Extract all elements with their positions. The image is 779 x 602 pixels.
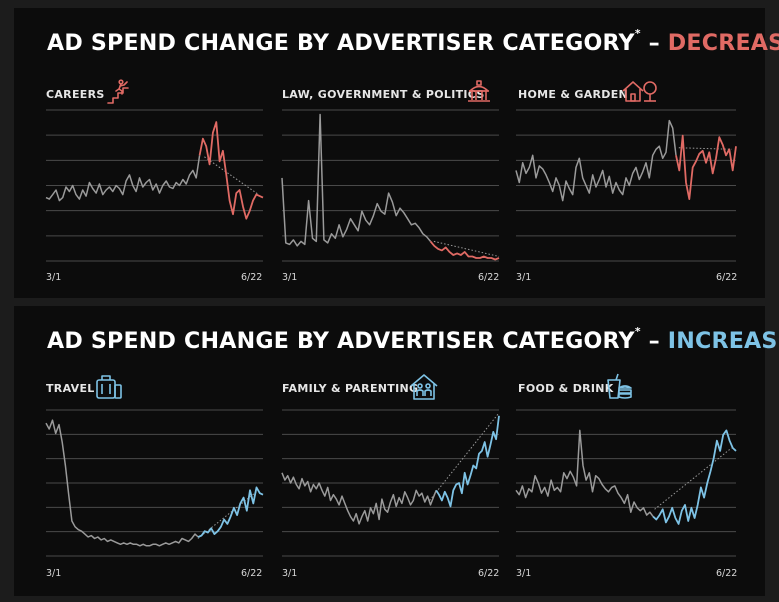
x-tick-end: 6/22	[241, 568, 263, 579]
house-tree-icon	[622, 81, 657, 102]
series-line-highlight	[435, 415, 500, 508]
chart-title: FOOD & DRINK	[518, 382, 614, 395]
series-line-highlight	[198, 121, 264, 220]
luggage-icon	[96, 375, 122, 399]
increases-headline: AD SPEND CHANGE BY ADVERTISER CATEGORY* …	[47, 325, 779, 354]
x-tick-end: 6/22	[478, 568, 500, 579]
headline-text: AD SPEND CHANGE BY ADVERTISER CATEGORY	[47, 328, 635, 354]
food-drink-line-chart	[515, 409, 737, 557]
x-tick-end: 6/22	[478, 272, 500, 283]
series-line-baseline	[281, 113, 432, 247]
career-ladder-icon	[107, 79, 129, 104]
chart-title: CAREERS	[46, 88, 105, 101]
series-line-highlight	[652, 429, 737, 525]
x-tick-start: 3/1	[282, 568, 298, 579]
x-tick-end: 6/22	[716, 272, 738, 283]
food-drink-icon	[607, 373, 632, 399]
headline-keyword: DECREASES	[667, 30, 779, 56]
footnote-marker: *	[634, 27, 641, 40]
series-line-baseline	[281, 472, 437, 525]
headline-separator: –	[640, 328, 668, 354]
trend-line	[204, 156, 259, 195]
series-line-highlight	[429, 240, 500, 261]
series-line-baseline	[515, 429, 654, 518]
government-building-icon	[468, 80, 490, 102]
trend-line	[429, 412, 500, 501]
x-tick-end: 6/22	[241, 272, 263, 283]
series-line-baseline	[515, 119, 677, 202]
family-parenting-line-chart	[281, 409, 500, 557]
headline-text: AD SPEND CHANGE BY ADVERTISER CATEGORY	[47, 30, 635, 56]
x-tick-start: 3/1	[282, 272, 298, 283]
chart-title: HOME & GARDEN	[518, 88, 629, 101]
x-tick-start: 3/1	[516, 272, 532, 283]
travel-line-chart	[45, 409, 264, 557]
series-line-baseline	[45, 419, 199, 547]
series-line-highlight	[675, 134, 737, 200]
series-line-baseline	[45, 155, 201, 202]
headline-separator: –	[640, 30, 668, 56]
chart-title: FAMILY & PARENTING	[282, 382, 419, 395]
careers-line-chart	[45, 109, 264, 262]
trend-line	[433, 240, 500, 257]
x-tick-end: 6/22	[716, 568, 738, 579]
footnote-marker: *	[634, 325, 641, 338]
chart-title: TRAVEL	[46, 382, 95, 395]
x-tick-start: 3/1	[46, 272, 62, 283]
trend-line	[654, 447, 732, 510]
home-garden-line-chart	[515, 109, 737, 262]
decreases-panel: AD SPEND CHANGE BY ADVERTISER CATEGORY* …	[14, 8, 779, 298]
x-tick-start: 3/1	[46, 568, 62, 579]
chart-title: LAW, GOVERNMENT & POLITICS	[282, 88, 485, 101]
family-home-icon	[410, 374, 438, 400]
headline-keyword: INCREASES	[667, 328, 779, 354]
x-tick-start: 3/1	[516, 568, 532, 579]
law-government-politics-line-chart	[281, 109, 500, 262]
series-line-highlight	[197, 486, 264, 538]
decreases-headline: AD SPEND CHANGE BY ADVERTISER CATEGORY* …	[47, 27, 779, 56]
increases-panel: AD SPEND CHANGE BY ADVERTISER CATEGORY* …	[14, 306, 779, 596]
